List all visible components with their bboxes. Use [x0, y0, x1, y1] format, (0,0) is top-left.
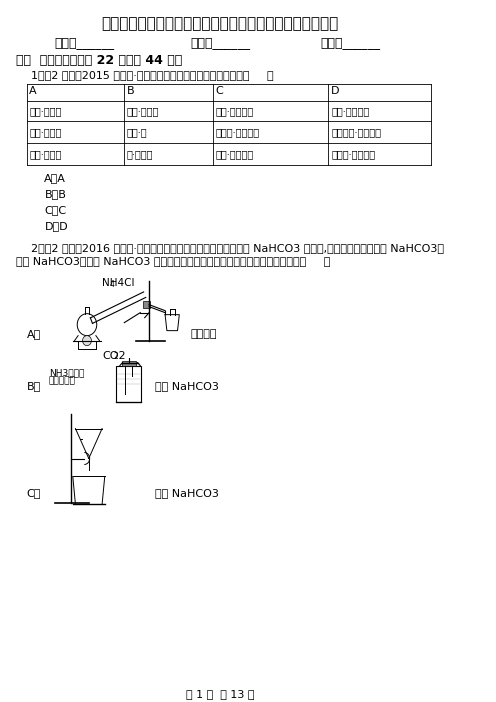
Text: 贵州省黔南布依族苗族自治州高一上学期化学期中考试试卷: 贵州省黔南布依族苗族自治州高一上学期化学期中考试试卷	[102, 16, 339, 31]
Text: A: A	[29, 86, 37, 96]
Text: 粗坯·分子晶体: 粗坯·分子晶体	[331, 106, 370, 116]
Text: 制取氨气: 制取氨气	[191, 329, 217, 338]
Text: 盐酸·化合物: 盐酸·化合物	[29, 149, 62, 159]
Text: 1．（2 分）（2015 高一上·福建月考）下列物质的分类正确的是（     ）: 1．（2 分）（2015 高一上·福建月考）下列物质的分类正确的是（ ）	[31, 70, 274, 80]
Text: 分离 NaHCO3: 分离 NaHCO3	[155, 489, 219, 498]
Text: A．: A．	[27, 329, 41, 338]
Text: 金刚石·原子晶体: 金刚石·原子晶体	[331, 149, 375, 159]
Text: A．A: A．A	[44, 173, 66, 183]
Text: 碳酸钙·强电解质: 碳酸钙·强电解质	[216, 127, 260, 137]
Text: 第 1 页  共 13 页: 第 1 页 共 13 页	[186, 689, 254, 699]
Text: 姓名：______: 姓名：______	[55, 36, 114, 49]
Text: 苯酚·有机物: 苯酚·有机物	[127, 106, 159, 116]
Text: 淀粉·混合物: 淀粉·混合物	[29, 106, 62, 116]
Text: C: C	[216, 86, 224, 96]
Text: 班级：______: 班级：______	[190, 36, 250, 49]
Text: 4: 4	[110, 279, 115, 289]
Bar	[122, 361, 136, 366]
Text: D: D	[331, 86, 340, 96]
Text: NH4Cl: NH4Cl	[102, 278, 134, 288]
Text: 制取 NaHCO3: 制取 NaHCO3	[155, 380, 219, 390]
Text: 水·氧化物: 水·氧化物	[127, 149, 153, 159]
Text: 食盐晶体·离子晶体: 食盐晶体·离子晶体	[331, 127, 381, 137]
Text: CO2: CO2	[102, 350, 125, 361]
Circle shape	[82, 336, 91, 345]
Text: 成绩：______: 成绩：______	[320, 36, 380, 49]
Text: NH3和饱盐: NH3和饱盐	[49, 369, 84, 378]
Text: 一、  单项选择题（共 22 题；共 44 分）: 一、 单项选择题（共 22 题；共 44 分）	[16, 54, 182, 67]
Text: 2．（2 分）（2016 高三上·安庆期中）根据侯氏制碱原理制备少量 NaHCO3 的实验,经过制取氨气、制取 NaHCO3、: 2．（2 分）（2016 高三上·安庆期中）根据侯氏制碱原理制备少量 NaHCO…	[31, 243, 444, 253]
Text: 明矾·纯净物: 明矾·纯净物	[29, 127, 62, 137]
Text: D．D: D．D	[44, 220, 68, 231]
Text: 的饱和溶液: 的饱和溶液	[49, 376, 76, 385]
Text: 分离 NaHCO3、干燥 NaHCO3 四个步骤，下列图示装置和原理能达到实验目的是（     ）: 分离 NaHCO3、干燥 NaHCO3 四个步骤，下列图示装置和原理能达到实验目…	[16, 256, 330, 266]
Text: C．: C．	[27, 489, 41, 498]
Text: 2: 2	[114, 352, 119, 361]
Text: B．: B．	[27, 380, 41, 390]
Text: 醋酸·弱电解质: 醋酸·弱电解质	[216, 149, 254, 159]
Text: B: B	[127, 86, 134, 96]
Text: 液氨·非电解质: 液氨·非电解质	[216, 106, 254, 116]
Text: 纯碱·盐: 纯碱·盐	[127, 127, 147, 137]
Text: B．B: B．B	[44, 189, 66, 199]
Text: C．C: C．C	[44, 205, 66, 215]
Bar	[143, 300, 150, 307]
Bar	[116, 366, 141, 402]
